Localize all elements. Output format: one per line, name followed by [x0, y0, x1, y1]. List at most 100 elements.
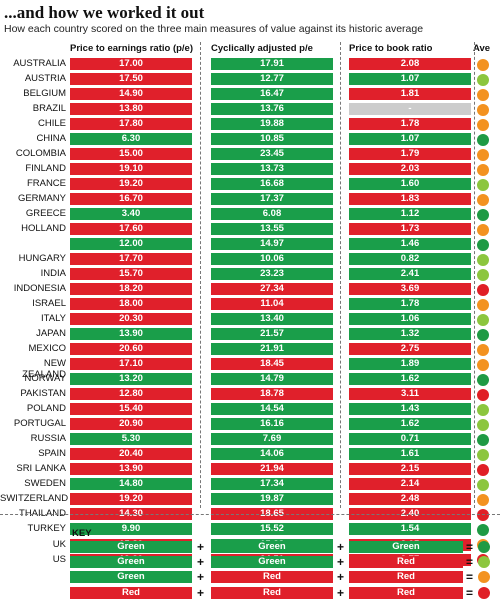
- average-dot: [477, 313, 489, 326]
- plus-sign: +: [197, 586, 205, 600]
- key-result-dot: [478, 556, 490, 568]
- cape-value: 13.55: [211, 223, 333, 236]
- country-name: SWEDEN: [24, 478, 66, 490]
- pe-value: 18.00: [70, 298, 192, 311]
- country-name: NORWAY: [24, 373, 66, 385]
- average-dot: [477, 178, 489, 191]
- pe-value: 13.90: [70, 463, 192, 476]
- average-dot: [477, 163, 489, 176]
- equals-sign: =: [466, 555, 474, 569]
- cape-value: 13.76: [211, 103, 333, 116]
- country-name: HUNGARY: [18, 253, 66, 265]
- cape-value: 16.16: [211, 418, 333, 431]
- cape-value: 15.52: [211, 523, 333, 536]
- pe-value: 13.20: [70, 373, 192, 386]
- country-name: THAILAND: [19, 508, 66, 520]
- cape-value: 19.87: [211, 493, 333, 506]
- cape-value: 14.06: [211, 448, 333, 461]
- key-row: Green + Green + Green =: [0, 540, 500, 554]
- country-name: BELGIUM: [23, 88, 66, 100]
- table-row: GREECE 3.40 6.08 1.12: [0, 207, 500, 222]
- cape-value: 14.97: [211, 238, 333, 251]
- cape-value: 16.47: [211, 88, 333, 101]
- table-row: 12.00 14.97 1.46: [0, 237, 500, 252]
- cape-value: 18.78: [211, 388, 333, 401]
- cape-value: 21.94: [211, 463, 333, 476]
- table-row: CHINA 6.30 10.85 1.07: [0, 132, 500, 147]
- pb-value: 1.46: [349, 238, 471, 251]
- average-dot: [477, 433, 489, 446]
- page-title: ...and how we worked it out: [4, 3, 205, 22]
- average-dot: [477, 268, 489, 281]
- country-name: SWITZERLAND: [0, 493, 69, 505]
- pb-value: 1.54: [349, 523, 471, 536]
- pb-value: 2.08: [349, 58, 471, 70]
- key-cell-cape: Green: [211, 556, 333, 568]
- average-dot: [477, 118, 489, 131]
- table-row: FINLAND 19.10 13.73 2.03: [0, 162, 500, 177]
- pe-value: 9.90: [70, 523, 192, 536]
- cape-value: 14.54: [211, 403, 333, 416]
- plus-sign: +: [197, 570, 205, 584]
- key-cell-pb: Red: [349, 587, 463, 599]
- cape-value: 21.57: [211, 328, 333, 341]
- pe-value: 19.10: [70, 163, 192, 176]
- country-name: JAPAN: [36, 328, 66, 340]
- pb-value: 1.73: [349, 223, 471, 236]
- country-name: PAKISTAN: [20, 388, 66, 400]
- country-name: BRAZIL: [32, 103, 66, 115]
- country-table: AUSTRALIA 17.00 17.91 2.08 AUSTRIA 17.50 12.77…: [0, 57, 500, 568]
- average-dot: [477, 223, 489, 236]
- country-name: ISRAEL: [32, 298, 66, 310]
- pb-value: 1.89: [349, 358, 471, 371]
- pb-value: 1.07: [349, 133, 471, 146]
- pb-value: 0.82: [349, 253, 471, 266]
- key-result-dot: [478, 541, 490, 553]
- table-row: SWITZERLAND 19.20 19.87 2.48: [0, 492, 500, 507]
- pe-value: 15.00: [70, 148, 192, 161]
- country-name: RUSSIA: [30, 433, 66, 445]
- column-divider: [474, 42, 475, 508]
- pb-value: 3.69: [349, 283, 471, 296]
- equals-sign: =: [466, 540, 474, 554]
- pb-value: 1.78: [349, 298, 471, 311]
- plus-sign: +: [337, 540, 345, 554]
- cape-value: 21.91: [211, 343, 333, 356]
- key-cell-pe: Green: [70, 541, 192, 553]
- key-result-dot: [478, 587, 490, 599]
- cape-value: 13.40: [211, 313, 333, 326]
- pe-value: 17.80: [70, 118, 192, 131]
- key-cell-cape: Red: [211, 571, 333, 583]
- country-name: US: [52, 553, 66, 565]
- pe-value: 19.20: [70, 493, 192, 506]
- average-dot: [477, 328, 489, 341]
- pb-value: 2.75: [349, 343, 471, 356]
- equals-sign: =: [466, 570, 474, 584]
- pb-value: 1.06: [349, 313, 471, 326]
- cape-value: 14.79: [211, 373, 333, 386]
- pe-value: 13.90: [70, 328, 192, 341]
- key-cell-pb: Red: [349, 571, 463, 583]
- pb-value: 2.14: [349, 478, 471, 491]
- pb-value: 1.61: [349, 448, 471, 461]
- plus-sign: +: [197, 540, 205, 554]
- average-dot: [477, 463, 489, 476]
- country-name: GERMANY: [17, 193, 66, 205]
- average-dot: [477, 358, 489, 371]
- table-row: GERMANY 16.70 17.37 1.83: [0, 192, 500, 207]
- cape-value: 23.45: [211, 148, 333, 161]
- pe-value: 17.50: [70, 73, 192, 86]
- average-dot: [477, 388, 489, 401]
- pb-value: 2.03: [349, 163, 471, 176]
- pb-value: 1.60: [349, 178, 471, 191]
- key-cell-pe: Green: [70, 556, 192, 568]
- table-row: AUSTRIA 17.50 12.77 1.07: [0, 72, 500, 87]
- country-name: CHILE: [38, 118, 66, 130]
- table-row: INDIA 15.70 23.23 2.41: [0, 267, 500, 282]
- pb-value: 1.62: [349, 373, 471, 386]
- pe-value: 15.70: [70, 268, 192, 281]
- pb-value: 1.62: [349, 418, 471, 431]
- pe-value: 6.30: [70, 133, 192, 146]
- pe-value: 14.80: [70, 478, 192, 491]
- average-dot: [477, 73, 489, 86]
